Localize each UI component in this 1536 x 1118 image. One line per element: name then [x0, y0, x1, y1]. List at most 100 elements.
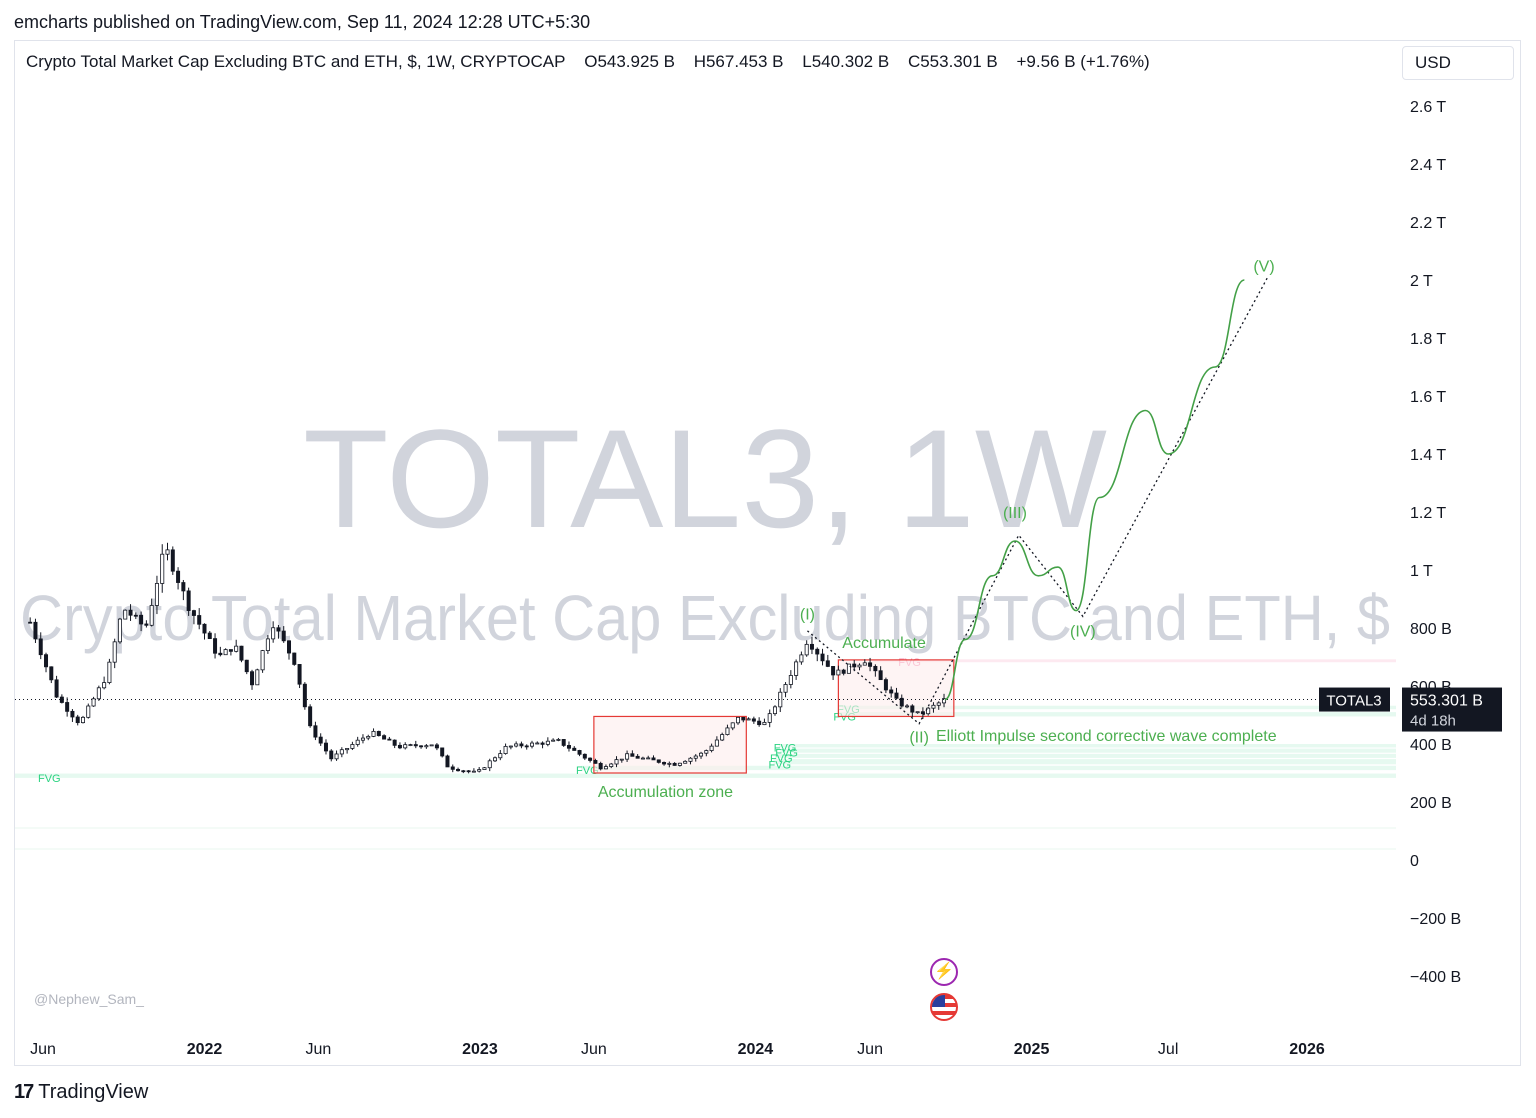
candle-body: [228, 649, 233, 652]
candle-body: [144, 623, 149, 626]
fvg-band: [838, 712, 1396, 717]
candle-body: [603, 766, 608, 770]
candle-body: [355, 739, 360, 745]
candle-body: [28, 621, 33, 624]
candle-body: [688, 757, 693, 762]
x-tick-label: Jun: [857, 1041, 883, 1058]
fvg-label: FVG: [774, 742, 797, 754]
candle-body: [942, 698, 947, 704]
x-tick-label: Jul: [1158, 1041, 1178, 1058]
candle-body: [434, 744, 439, 749]
candle-body: [329, 750, 334, 760]
candle-body: [656, 759, 661, 763]
candle-body: [33, 621, 38, 640]
candle-body: [677, 762, 682, 766]
candle-body: [445, 755, 450, 768]
candle-body: [936, 702, 941, 706]
candle-body: [223, 649, 228, 656]
candle-body: [498, 753, 503, 759]
candle-body: [413, 744, 418, 747]
brand-name: TradingView: [38, 1081, 149, 1103]
price-value-label: 553.301 B: [1410, 693, 1483, 710]
candle-body: [778, 691, 783, 708]
candle-body: [117, 618, 122, 643]
legend-change: +9.56 B (+1.76%): [1016, 52, 1150, 71]
candle-body: [424, 745, 429, 748]
y-tick-label: 2.2 T: [1410, 215, 1446, 232]
x-tick-label: 2026: [1289, 1041, 1325, 1058]
candle-body: [720, 734, 725, 741]
y-tick-label: −400 B: [1410, 969, 1461, 986]
watermark-symbol: TOTAL3, 1W: [303, 400, 1107, 557]
price-symbol-label: TOTAL3: [1326, 693, 1381, 710]
y-tick-label: 1 T: [1410, 563, 1433, 580]
candle-body: [852, 663, 857, 668]
y-tick-label: 1.6 T: [1410, 389, 1446, 406]
lightning-icon[interactable]: ⚡: [930, 958, 958, 986]
fvg-band: [15, 773, 1396, 778]
candle-body: [704, 750, 709, 754]
y-tick-label: 1.8 T: [1410, 331, 1446, 348]
candle-body: [625, 753, 630, 760]
candle-body: [59, 696, 64, 703]
candle-body: [894, 692, 899, 699]
candle-body: [809, 643, 814, 650]
candle-body: [54, 679, 59, 698]
candle-body: [920, 711, 925, 715]
x-tick-label: Jun: [581, 1041, 607, 1058]
candle-body: [672, 762, 677, 766]
series-legend: Crypto Total Market Cap Excluding BTC an…: [26, 52, 1164, 72]
watermark-description: Crypto Total Market Cap Excluding BTC an…: [20, 582, 1390, 654]
y-tick-label: −200 B: [1410, 911, 1461, 928]
candle-body: [75, 716, 80, 724]
fvg-label: FVG: [38, 773, 61, 785]
candle-body: [382, 735, 387, 740]
candle-body: [662, 761, 667, 765]
candle-body: [297, 664, 302, 685]
us-flag-icon[interactable]: [930, 993, 958, 1021]
candle-body: [276, 627, 281, 632]
candle-body: [683, 760, 688, 764]
fvg-band: [842, 705, 1396, 710]
candle-body: [582, 753, 587, 759]
price-symbol-box: [1319, 687, 1390, 712]
author-tag: @Nephew_Sam_: [34, 991, 144, 1007]
candles: [28, 542, 947, 774]
candle-body: [102, 682, 107, 689]
candle-body: [149, 605, 154, 626]
candle-body: [339, 749, 344, 755]
candle-body: [905, 705, 910, 708]
candle-body: [910, 705, 915, 713]
legend-close: C553.301 B: [907, 52, 998, 71]
currency-button[interactable]: USD: [1402, 46, 1514, 80]
candle-body: [456, 768, 461, 772]
candle-body: [751, 718, 756, 722]
candle-body: [408, 744, 413, 746]
tradingview-logo[interactable]: 17 TradingView: [14, 1081, 148, 1104]
candle-body: [577, 750, 582, 755]
x-tick-label: 2024: [738, 1041, 774, 1058]
y-tick-label: 1.2 T: [1410, 505, 1446, 522]
candle-body: [376, 730, 381, 737]
candle-body: [794, 661, 799, 676]
candle-body: [429, 744, 434, 747]
x-tick-label: 2023: [462, 1041, 498, 1058]
candle-body: [313, 725, 318, 738]
y-tick-label: 1.4 T: [1410, 447, 1446, 464]
candle-body: [519, 743, 524, 747]
candle-body: [218, 652, 223, 656]
fvg-label: FVG: [576, 765, 599, 777]
y-tick-label: 2 T: [1410, 273, 1433, 290]
candle-body: [846, 663, 851, 674]
candle-body: [609, 763, 614, 767]
candle-body: [371, 730, 376, 737]
candle-body: [762, 721, 767, 726]
candle-body: [403, 744, 408, 749]
x-tick-label: 2022: [187, 1041, 223, 1058]
candle-body: [128, 609, 133, 616]
wave-label: (I): [800, 606, 815, 623]
fvg-label: FVG: [768, 759, 791, 771]
candle-body: [831, 666, 836, 676]
candle-body: [202, 623, 207, 634]
